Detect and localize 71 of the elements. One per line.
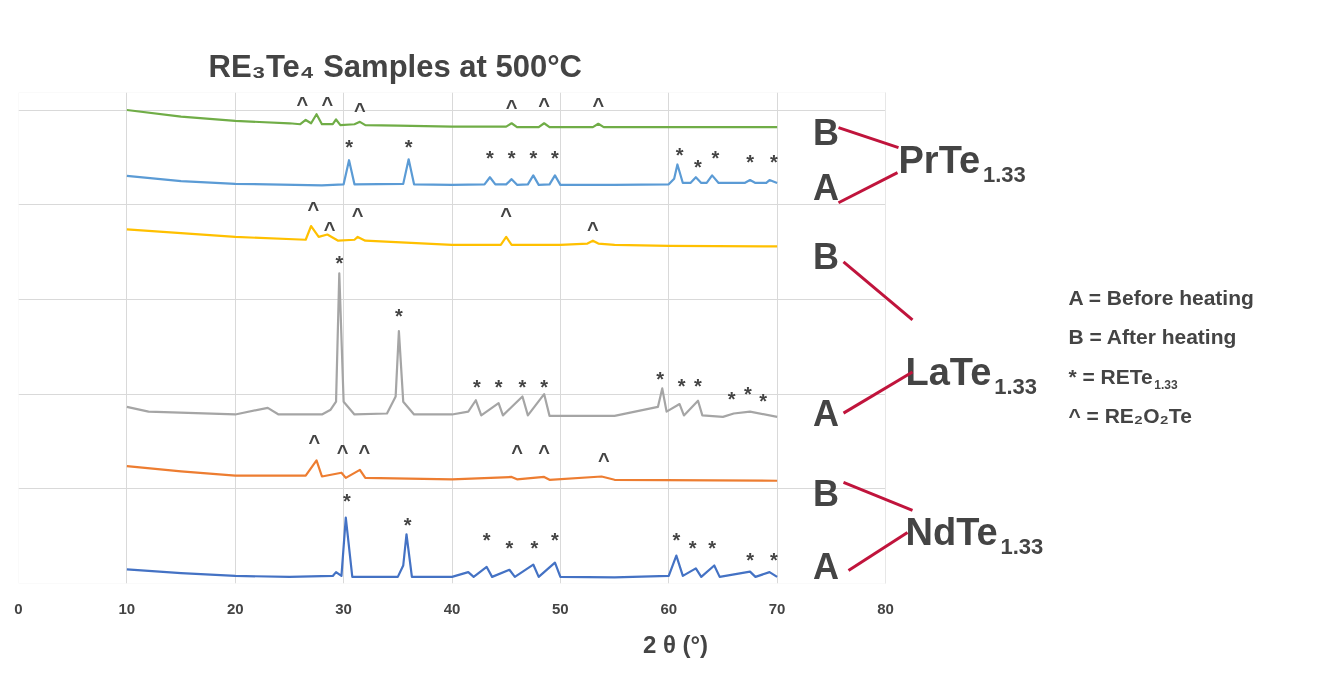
annotation: * — [486, 147, 495, 170]
annotation: * — [342, 490, 351, 513]
annotation: ^ — [307, 198, 320, 221]
annotation: * — [759, 390, 768, 413]
annotation: ^ — [351, 203, 364, 226]
annotation: ^ — [538, 440, 551, 463]
annotation: * — [404, 135, 413, 158]
annotation: A — [812, 392, 839, 434]
annotation: * — [482, 528, 491, 551]
x-tick-label: 50 — [552, 599, 569, 617]
annotation: * — [769, 549, 778, 572]
chart-title: RE₃Te₄ Samples at 500°C — [208, 48, 582, 84]
text: B = After heating — [1068, 325, 1237, 349]
annotation: * — [505, 536, 514, 559]
annotation: ^ — [505, 95, 518, 118]
annotation: ^ — [511, 440, 524, 463]
text: A = Before heating — [1068, 286, 1254, 310]
x-tick-label: 0 — [14, 599, 23, 617]
annotation: B — [812, 236, 839, 278]
x-tick-label: 30 — [335, 599, 352, 617]
annotation: ^ — [500, 203, 513, 226]
annotation: ^ — [308, 431, 321, 454]
annotation: * — [694, 375, 703, 398]
x-tick-label: 70 — [768, 599, 786, 617]
annotation: * — [551, 147, 560, 170]
annotation: * — [746, 549, 755, 572]
annotation: B — [812, 111, 839, 153]
annotation: * — [746, 151, 755, 174]
x-tick-label: 40 — [443, 599, 461, 617]
x-tick-label: 60 — [660, 599, 678, 617]
annotation: ^ — [321, 93, 334, 116]
annotation: * — [708, 536, 717, 559]
annotation: * — [551, 528, 560, 551]
annotation: * — [518, 375, 527, 398]
x-axis-title: 2 θ (°) — [642, 630, 709, 658]
annotation: * — [656, 367, 665, 390]
annotation: ^ — [354, 99, 367, 122]
annotation: * — [540, 375, 549, 398]
annotation: * — [403, 513, 412, 536]
annotation: * — [473, 375, 482, 398]
annotation: ^ — [323, 218, 336, 241]
annotation: * — [335, 251, 344, 274]
annotation: * — [345, 135, 354, 158]
annotation: A — [812, 167, 839, 209]
annotation: * — [675, 143, 684, 166]
annotation: * — [769, 151, 778, 174]
annotation: * — [727, 388, 736, 411]
annotation: * — [672, 528, 681, 551]
annotation: B — [812, 473, 839, 515]
x-tick-label: 10 — [118, 599, 136, 617]
annotation: ^ — [592, 94, 605, 117]
annotation: * — [688, 536, 697, 559]
annotation: * — [507, 147, 516, 170]
annotation: * — [529, 147, 538, 170]
x-tick-label: 20 — [226, 599, 244, 617]
annotation: * — [677, 375, 686, 398]
annotation: * — [694, 155, 703, 178]
annotation: ^ — [587, 218, 600, 241]
annotation: * — [395, 304, 403, 327]
annotation: ^ — [296, 93, 309, 116]
x-tick-label: 80 — [877, 599, 894, 617]
annotation: * — [743, 383, 752, 406]
annotation: ^ — [597, 449, 610, 472]
annotation: ^ — [336, 440, 349, 463]
annotation: * — [494, 375, 503, 398]
annotation: * — [530, 536, 539, 559]
annotation: ^ — [358, 440, 371, 463]
annotation: A — [812, 545, 839, 587]
text: ^ = RE₂O₂Te — [1068, 403, 1192, 427]
annotation: * — [711, 147, 720, 170]
annotation: ^ — [538, 94, 551, 117]
